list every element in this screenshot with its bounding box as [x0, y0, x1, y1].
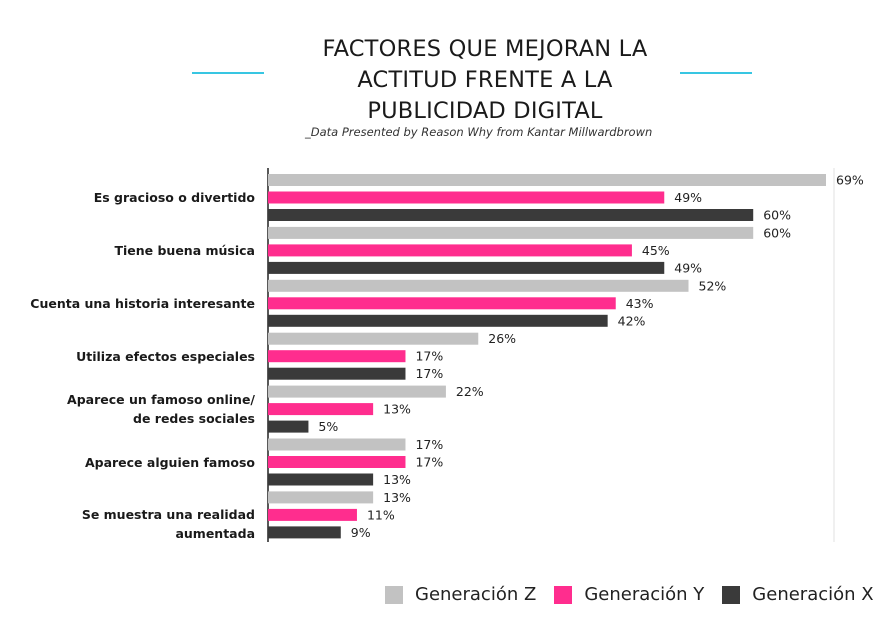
category-label-line: de redes sociales — [133, 411, 255, 427]
legend-item-generacion-x: Generación X — [722, 584, 874, 605]
category-label-2: Tiene buena música — [114, 241, 255, 260]
bar-generacion-y-3 — [268, 297, 616, 310]
chart-subtitle: _Data Presented by Reason Why from Kanta… — [305, 125, 653, 139]
value-label-generacion-x-1: 60% — [763, 208, 791, 223]
value-label-generacion-z-5: 22% — [456, 384, 484, 399]
value-label-generacion-z-4: 26% — [488, 331, 516, 346]
category-label-line: Se muestra una realidad aumentada — [81, 507, 255, 542]
bar-generacion-y-6 — [268, 456, 406, 468]
value-label-generacion-x-2: 49% — [674, 260, 702, 275]
value-label-generacion-x-7: 9% — [351, 525, 371, 540]
bar-generacion-x-7 — [268, 526, 341, 539]
category-label-line: Tiene buena música — [114, 242, 255, 258]
bar-generacion-x-3 — [268, 314, 608, 327]
category-label-line: Utiliza efectos especiales — [76, 348, 255, 364]
legend-label-generacion-z: Generación Z — [415, 584, 537, 605]
value-label-generacion-y-1: 49% — [674, 190, 702, 205]
title-decoration-left — [192, 72, 264, 74]
title-decoration-right — [680, 72, 752, 74]
bar-generacion-y-7 — [268, 508, 357, 521]
bar-generacion-y-1 — [268, 191, 665, 204]
bar-generacion-z-2 — [268, 226, 754, 239]
bar-generacion-y-5 — [268, 403, 374, 416]
value-label-generacion-z-1: 69% — [836, 173, 864, 188]
chart-title-line-2: ACTITUD FRENTE A LA — [357, 67, 613, 93]
legend-swatch-generacion-y — [554, 585, 573, 604]
bar-generacion-x-6 — [268, 473, 374, 486]
value-label-generacion-y-4: 17% — [415, 349, 443, 364]
chart-title-line-3: PUBLICIDAD DIGITAL — [367, 98, 603, 124]
bar-generacion-x-5 — [268, 420, 309, 433]
chart-legend: Generación Z Generación Y Generación X — [385, 584, 874, 605]
legend-label-generacion-x: Generación X — [752, 584, 874, 605]
value-label-generacion-x-5: 5% — [318, 419, 338, 434]
category-label-line: Aparece alguien famoso — [84, 454, 255, 470]
chart-title-line-1: FACTORES QUE MEJORAN LA — [322, 36, 648, 62]
category-label-4: Utiliza efectos especiales — [76, 347, 255, 366]
bar-generacion-z-1 — [268, 174, 826, 186]
bar-generacion-x-1 — [268, 209, 754, 221]
category-label-line: Cuenta una historia interesante — [30, 295, 255, 311]
value-label-generacion-x-4: 17% — [415, 366, 443, 381]
category-label-7: Se muestra una realidad aumentada — [0, 505, 255, 543]
category-label-5: Aparece un famoso online/de redes social… — [67, 390, 255, 428]
bar-generacion-y-2 — [268, 244, 632, 257]
bar-generacion-z-4 — [268, 332, 479, 345]
value-label-generacion-y-5: 13% — [383, 402, 411, 417]
bar-generacion-x-2 — [268, 261, 665, 274]
bar-generacion-z-5 — [268, 385, 446, 398]
value-label-generacion-y-6: 17% — [415, 455, 443, 470]
legend-item-generacion-y: Generación Y — [554, 584, 704, 605]
category-label-1: Es gracioso o divertido — [94, 188, 255, 207]
legend-label-generacion-y: Generación Y — [584, 584, 705, 605]
category-label-line: Es gracioso o divertido — [93, 190, 255, 205]
legend-swatch-generacion-x — [722, 585, 741, 604]
category-label-6: Aparece alguien famoso — [85, 453, 255, 472]
legend-item-generacion-z: Generación Z — [385, 584, 536, 605]
value-label-generacion-x-6: 13% — [383, 472, 411, 487]
bar-generacion-z-7 — [268, 491, 374, 504]
chart-title: FACTORES QUE MEJORAN LA ACTITUD FRENTE A… — [270, 34, 700, 127]
bar-generacion-z-3 — [268, 279, 689, 292]
value-label-generacion-y-3: 43% — [626, 296, 654, 311]
value-label-generacion-z-7: 13% — [383, 490, 411, 505]
category-label-line: Aparece un famoso online/ — [67, 392, 255, 408]
bar-generacion-x-4 — [268, 367, 406, 380]
value-label-generacion-x-3: 42% — [618, 313, 646, 328]
bar-generacion-z-6 — [268, 438, 406, 451]
value-label-generacion-z-2: 60% — [763, 225, 791, 240]
value-label-generacion-y-7: 11% — [367, 507, 395, 522]
value-label-generacion-z-6: 17% — [415, 437, 443, 452]
category-label-3: Cuenta una historia interesante — [30, 294, 255, 313]
value-label-generacion-y-2: 45% — [642, 243, 670, 258]
bar-generacion-y-4 — [268, 350, 406, 363]
value-label-generacion-z-3: 52% — [699, 278, 727, 293]
legend-swatch-generacion-z — [385, 585, 403, 604]
